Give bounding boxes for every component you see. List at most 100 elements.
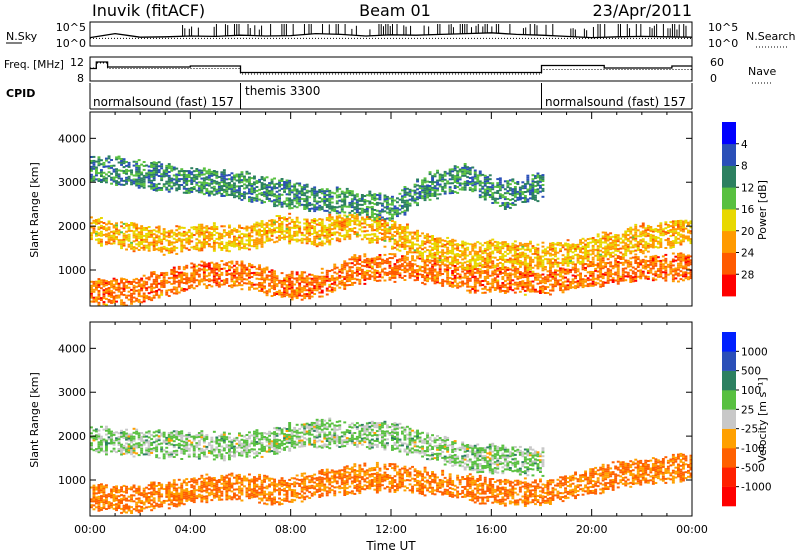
heatmap-cell <box>177 265 181 268</box>
heatmap-cell <box>177 170 181 173</box>
heatmap-cell <box>391 227 394 230</box>
heatmap-cell <box>195 175 199 178</box>
heatmap-cell <box>355 211 359 214</box>
heatmap-cell <box>451 272 455 274</box>
heatmap-cell <box>539 174 542 177</box>
heatmap-cell <box>243 272 246 275</box>
heatmap-cell <box>300 273 304 275</box>
heatmap-cell <box>167 234 171 237</box>
heatmap-cell <box>383 220 387 222</box>
heatmap-cell <box>416 255 419 258</box>
heatmap-cell <box>423 189 427 192</box>
heatmap-cell <box>433 189 437 192</box>
heatmap-cell <box>175 276 179 279</box>
heatmap-cell <box>566 268 570 271</box>
heatmap-cell <box>378 202 382 205</box>
heatmap-cell <box>355 260 359 263</box>
heatmap-cell <box>478 268 482 271</box>
heatmap-cell <box>260 235 264 238</box>
heatmap-cell <box>308 202 312 205</box>
heatmap-cell <box>511 242 515 245</box>
heatmap-cell <box>453 255 457 258</box>
heatmap-cell <box>150 162 154 164</box>
heatmap-cell <box>348 214 352 217</box>
heatmap-cell <box>368 264 372 267</box>
heatmap-cell <box>391 247 394 250</box>
heatmap-cell <box>483 198 487 201</box>
heatmap-cell <box>290 234 294 237</box>
heatmap-cell <box>338 232 342 235</box>
heatmap-cell <box>288 179 292 182</box>
heatmap-cell <box>238 240 241 243</box>
heatmap-cell <box>230 242 234 245</box>
heatmap-cell <box>283 218 286 221</box>
heatmap-cell <box>493 191 497 194</box>
heatmap-cell <box>478 246 482 249</box>
heatmap-cell <box>456 268 460 271</box>
heatmap-cell <box>180 271 184 274</box>
heatmap-cell <box>255 241 259 244</box>
heatmap-cell <box>268 274 271 277</box>
heatmap-cell <box>408 268 412 271</box>
heatmap-cell <box>102 281 106 284</box>
heatmap-cell <box>353 196 357 199</box>
heatmap-cell <box>398 239 402 242</box>
heatmap-cell <box>401 226 404 228</box>
heatmap-cell <box>551 247 555 250</box>
heatmap-cell <box>466 275 470 278</box>
heatmap-cell <box>200 247 204 250</box>
heatmap-cell <box>202 193 206 196</box>
heatmap-cell <box>288 240 292 243</box>
heatmap-cell <box>185 247 189 250</box>
heatmap-cell <box>323 228 327 231</box>
heatmap-cell <box>413 189 417 192</box>
heatmap-cell <box>107 240 111 243</box>
heatmap-cell <box>446 266 450 269</box>
heatmap-cell <box>320 226 324 229</box>
heatmap-cell <box>368 190 372 193</box>
heatmap-cell <box>388 209 392 212</box>
heatmap-cell <box>486 191 490 194</box>
heatmap-cell <box>388 217 392 220</box>
heatmap-cell <box>428 192 432 195</box>
heatmap-cell <box>313 198 317 201</box>
heatmap-cell <box>488 259 492 262</box>
heatmap-cell <box>529 284 532 287</box>
heatmap-cell <box>411 265 414 267</box>
heatmap-cell <box>330 286 334 289</box>
heatmap-cell <box>293 277 297 280</box>
heatmap-cell <box>298 288 302 291</box>
heatmap-cell <box>323 236 327 239</box>
heatmap-cell <box>406 187 409 190</box>
heatmap-cell <box>325 200 329 202</box>
heatmap-cell <box>132 234 136 237</box>
heatmap-cell <box>145 176 149 179</box>
heatmap-cell <box>549 271 552 274</box>
heatmap-cell <box>503 268 507 271</box>
heatmap-cell <box>145 238 149 241</box>
heatmap-cell <box>323 201 327 204</box>
heatmap-cell <box>363 200 367 203</box>
heatmap-cell <box>192 170 196 173</box>
heatmap-cell <box>265 276 269 279</box>
heatmap-cell <box>353 198 357 201</box>
heatmap-cell <box>305 236 309 239</box>
heatmap-cell <box>125 304 128 306</box>
heatmap-cell <box>350 210 354 212</box>
heatmap-cell <box>260 226 264 228</box>
heatmap-cell <box>478 188 482 191</box>
heatmap-cell <box>200 185 204 188</box>
heatmap-cell <box>388 236 392 239</box>
heatmap-cell <box>566 288 570 291</box>
heatmap-cell <box>212 222 216 225</box>
heatmap-cell <box>338 193 342 196</box>
heatmap-cell <box>290 236 294 239</box>
heatmap-cell <box>298 294 302 297</box>
heatmap-cell <box>348 229 352 232</box>
heatmap-cell <box>481 191 485 194</box>
heatmap-cell <box>165 231 169 234</box>
heatmap-cell <box>222 179 226 182</box>
heatmap-cell <box>182 246 186 249</box>
heatmap-cell <box>518 244 522 247</box>
heatmap-cell <box>127 179 131 182</box>
